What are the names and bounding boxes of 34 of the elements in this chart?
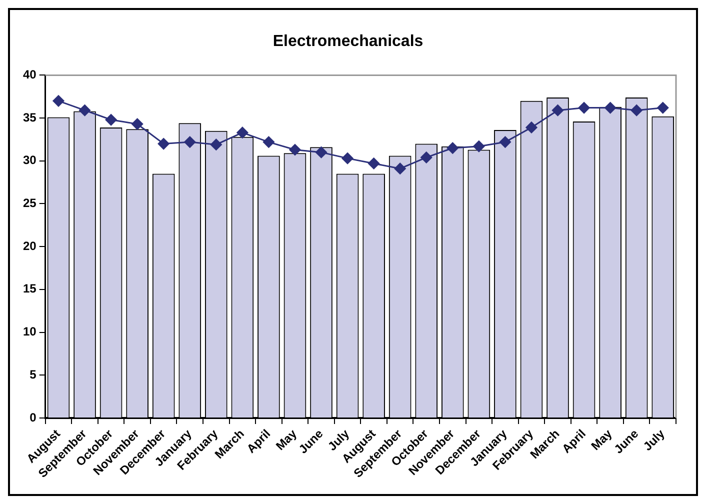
point [210, 138, 222, 150]
y-tick-label: 20 [22, 238, 37, 253]
point [394, 162, 406, 174]
point [132, 118, 144, 130]
point [105, 114, 117, 126]
y-tick-label: 35 [22, 110, 37, 124]
point [52, 95, 64, 107]
y-tick-label: 25 [22, 196, 37, 210]
point [578, 102, 590, 114]
point [236, 126, 248, 138]
point [526, 122, 538, 134]
y-tick-label: 15 [22, 282, 37, 296]
point [262, 136, 274, 148]
point [158, 138, 170, 150]
y-tick-label: 40 [22, 68, 37, 82]
y-tick-label: 5 [30, 367, 37, 382]
point [657, 102, 669, 114]
point [368, 158, 380, 170]
point [316, 146, 328, 158]
point [604, 102, 616, 114]
y-tick-label: 0 [30, 410, 37, 424]
point [342, 152, 354, 164]
point [446, 142, 458, 154]
point [473, 140, 485, 152]
chart-title: Electromechanicals [272, 33, 424, 50]
point [552, 104, 564, 116]
point [289, 144, 301, 156]
point [184, 136, 196, 148]
point [420, 152, 432, 164]
y-tick-label: 10 [22, 324, 37, 339]
point [630, 104, 642, 116]
point [79, 104, 91, 116]
point [499, 136, 511, 148]
y-tick-label: 30 [22, 153, 37, 168]
